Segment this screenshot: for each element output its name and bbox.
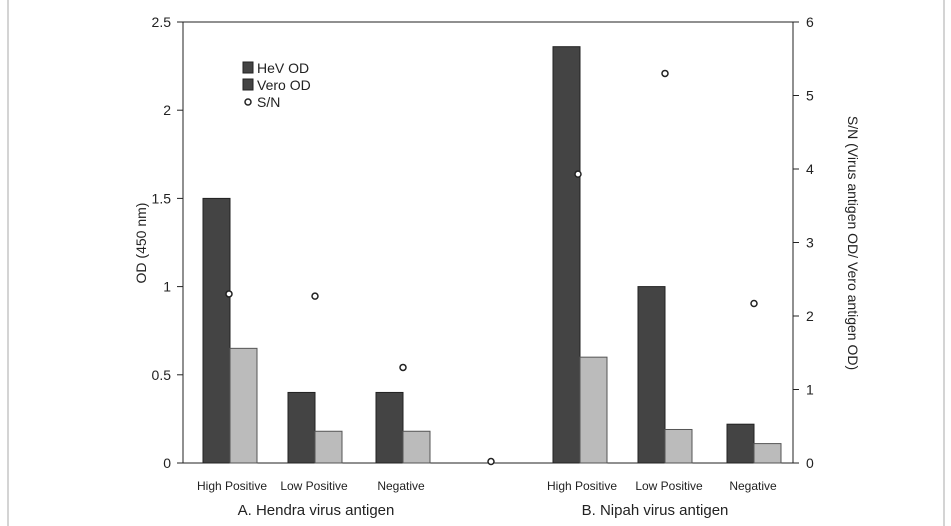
category-label: Negative	[729, 479, 777, 493]
right-tick-label: 0	[806, 455, 814, 471]
left-tick-label: 2	[163, 102, 171, 118]
left-tick-label: 1.5	[152, 190, 172, 206]
sn-point	[488, 459, 494, 465]
bar-primary	[203, 198, 230, 463]
left-axis-title: OD (450 nm)	[133, 203, 149, 284]
right-tick-label: 3	[806, 235, 814, 251]
left-tick-label: 1	[163, 279, 171, 295]
category-label: Low Positive	[280, 479, 348, 493]
bar-vero	[754, 444, 781, 463]
right-tick-label: 5	[806, 88, 814, 104]
category-label: Negative	[377, 479, 425, 493]
legend-label: S/N	[257, 94, 280, 110]
bar-primary	[553, 47, 580, 463]
sn-point	[226, 291, 232, 297]
sn-point	[662, 70, 668, 76]
legend-label: HeV OD	[257, 60, 309, 76]
left-tick-label: 2.5	[152, 14, 172, 30]
legend-swatch	[245, 99, 251, 105]
sn-point	[312, 293, 318, 299]
legend-label: Vero OD	[257, 77, 311, 93]
bar-primary	[638, 287, 665, 463]
left-tick-label: 0.5	[152, 367, 172, 383]
bar-primary	[727, 424, 754, 463]
legend-swatch	[243, 62, 253, 73]
right-tick-label: 2	[806, 308, 814, 324]
bar-vero	[665, 429, 692, 463]
bar-vero	[315, 431, 342, 463]
category-label: High Positive	[547, 479, 617, 493]
panel-b-label: B. Nipah virus antigen	[582, 502, 729, 519]
right-tick-label: 6	[806, 14, 814, 30]
bar-vero	[580, 357, 607, 463]
right-axis-title: S/N (Virus antigen OD/ Vero antigen OD)	[845, 116, 861, 370]
category-label: High Positive	[197, 479, 267, 493]
left-tick-label: 0	[163, 455, 171, 471]
bar-primary	[376, 392, 403, 463]
right-tick-label: 4	[806, 161, 814, 177]
sn-point	[575, 171, 581, 177]
sn-point	[751, 301, 757, 307]
bar-vero	[403, 431, 430, 463]
category-label: Low Positive	[635, 479, 703, 493]
panel-a-label: A. Hendra virus antigen	[238, 502, 395, 519]
sn-point	[400, 364, 406, 370]
right-tick-label: 1	[806, 382, 814, 398]
bar-primary	[288, 392, 315, 463]
bar-vero	[230, 348, 257, 463]
legend-swatch	[243, 79, 253, 90]
